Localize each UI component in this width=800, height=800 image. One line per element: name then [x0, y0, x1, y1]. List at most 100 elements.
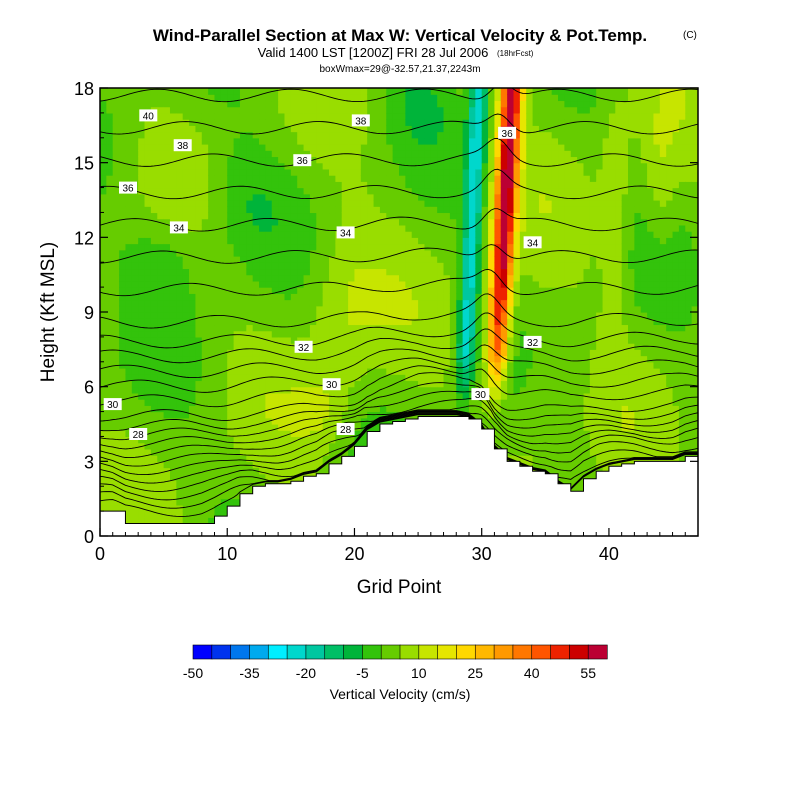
- field-cell: [519, 374, 527, 382]
- field-cell: [290, 330, 298, 338]
- field-cell: [354, 231, 362, 238]
- field-cell: [169, 436, 177, 444]
- field-cell: [513, 187, 521, 195]
- field-cell: [341, 299, 349, 307]
- field-cell: [360, 256, 368, 263]
- field-cell: [373, 137, 381, 145]
- field-cell: [239, 100, 247, 108]
- field-cell: [144, 187, 152, 195]
- field-cell: [182, 193, 190, 201]
- field-cell: [208, 100, 216, 108]
- field-cell: [322, 88, 330, 95]
- field-cell: [100, 330, 107, 338]
- field-cell: [131, 417, 139, 425]
- field-cell: [233, 361, 241, 369]
- field-cell: [424, 193, 432, 201]
- field-cell: [100, 249, 107, 257]
- field-cell: [265, 473, 273, 481]
- field-cell: [144, 424, 152, 431]
- field-cell: [239, 224, 247, 232]
- field-cell: [189, 100, 197, 108]
- field-cell: [227, 256, 235, 263]
- field-cell: [131, 175, 139, 182]
- field-cell: [418, 206, 426, 214]
- field-cell: [195, 455, 203, 462]
- field-cell: [303, 94, 311, 102]
- field-cell: [329, 243, 336, 251]
- field-cell: [233, 237, 241, 245]
- field-cell: [500, 206, 508, 214]
- field-cell: [411, 175, 419, 182]
- field-cell: [125, 137, 133, 145]
- field-cell: [201, 150, 209, 158]
- field-cell: [100, 411, 107, 419]
- field-cell: [176, 318, 184, 326]
- field-cell: [341, 436, 349, 444]
- field-cell: [246, 168, 254, 176]
- field-cell: [468, 287, 476, 294]
- field-cell: [424, 392, 432, 400]
- field-cell: [125, 498, 133, 506]
- field-cell: [373, 361, 381, 369]
- field-cell: [106, 324, 114, 332]
- field-cell: [354, 125, 362, 133]
- field-cell: [507, 349, 515, 357]
- field-cell: [526, 318, 534, 326]
- field-cell: [341, 106, 349, 114]
- field-cell: [348, 349, 356, 357]
- field-cell: [246, 293, 254, 301]
- field-cell: [125, 424, 133, 431]
- field-cell: [316, 256, 324, 263]
- field-cell: [220, 280, 228, 288]
- field-cell: [367, 336, 375, 344]
- field-cell: [297, 88, 305, 95]
- field-cell: [329, 399, 336, 406]
- field-cell: [386, 206, 394, 214]
- field-cell: [189, 318, 197, 326]
- field-cell: [189, 243, 197, 251]
- field-cell: [189, 193, 197, 201]
- field-cell: [456, 262, 464, 270]
- field-cell: [360, 268, 368, 276]
- field-cell: [144, 386, 152, 394]
- field-cell: [532, 262, 540, 270]
- field-cell: [297, 193, 305, 201]
- field-cell: [169, 131, 177, 139]
- field-cell: [106, 125, 114, 133]
- field-cell: [437, 305, 445, 313]
- field-cell: [176, 436, 184, 444]
- field-cell: [157, 430, 165, 438]
- field-cell: [373, 106, 381, 114]
- field-cell: [538, 417, 546, 425]
- field-cell: [252, 305, 260, 313]
- field-cell: [297, 112, 305, 120]
- field-cell: [456, 206, 464, 214]
- field-cell: [163, 380, 171, 388]
- field-cell: [468, 137, 476, 145]
- field-cell: [297, 293, 305, 301]
- field-cell: [119, 405, 127, 413]
- field-cell: [322, 293, 330, 301]
- field-cell: [297, 200, 305, 207]
- field-cell: [259, 193, 266, 201]
- field-cell: [214, 436, 222, 444]
- field-cell: [227, 480, 235, 487]
- field-cell: [373, 144, 381, 151]
- field-cell: [335, 206, 343, 214]
- field-cell: [335, 187, 343, 195]
- field-cell: [462, 355, 470, 363]
- field-cell: [271, 256, 279, 263]
- field-cell: [386, 168, 394, 176]
- field-cell: [386, 88, 394, 95]
- field-cell: [468, 355, 476, 363]
- field-cell: [335, 218, 343, 226]
- field-cell: [519, 386, 527, 394]
- field-cell: [418, 175, 426, 182]
- field-cell: [150, 392, 158, 400]
- field-cell: [379, 181, 387, 189]
- field-cell: [532, 249, 540, 257]
- field-cell: [449, 168, 457, 176]
- field-cell: [297, 473, 305, 481]
- field-cell: [367, 237, 375, 245]
- field-cell: [297, 430, 305, 438]
